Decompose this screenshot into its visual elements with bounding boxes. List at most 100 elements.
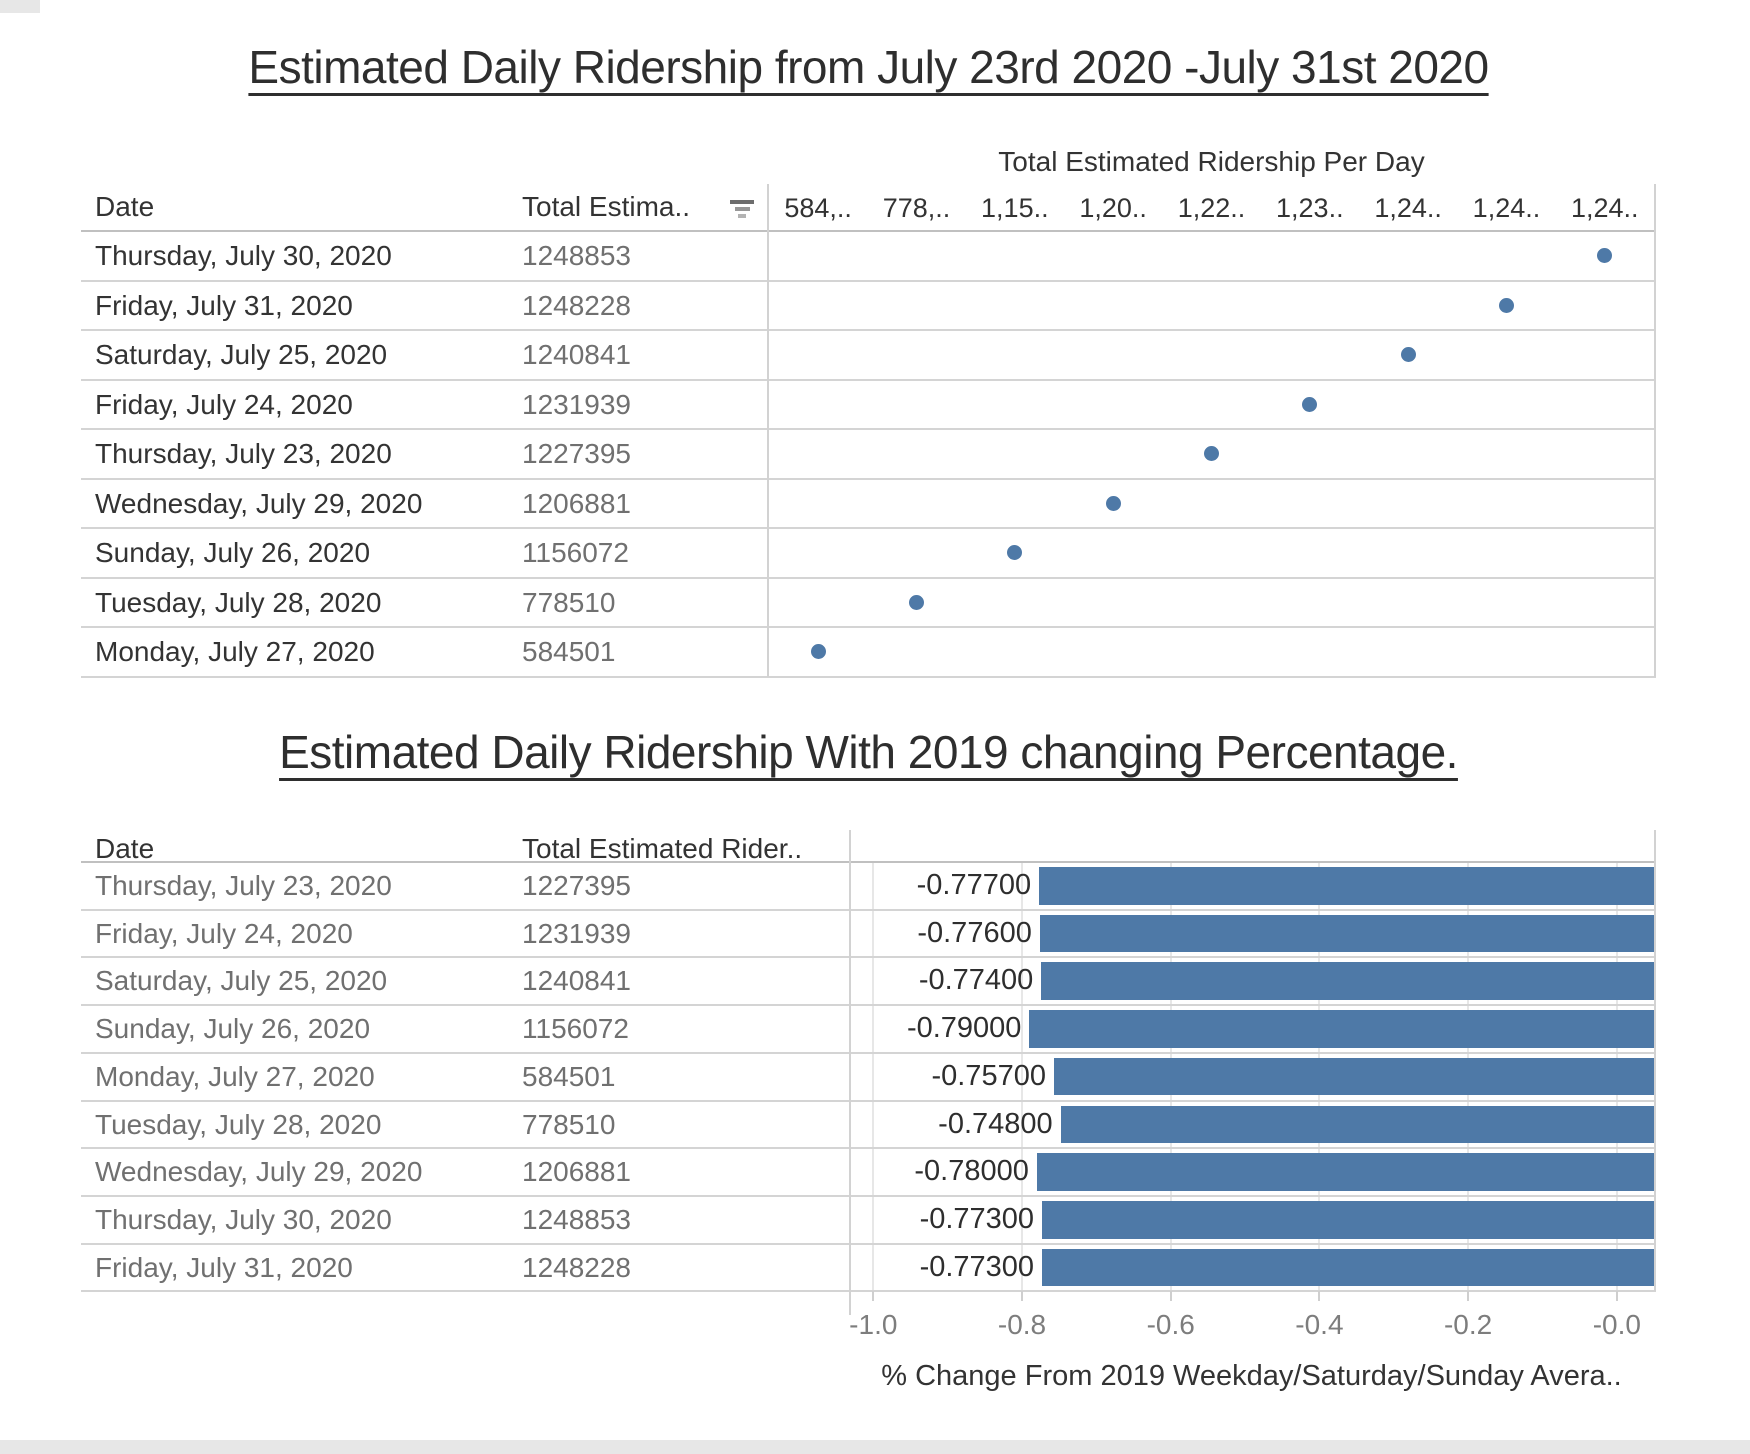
chart2-title: Estimated Daily Ridership With 2019 chan… bbox=[279, 726, 1458, 778]
row-date: Monday, July 27, 2020 bbox=[95, 636, 375, 667]
row-total-value: 584501 bbox=[522, 636, 616, 667]
table-row: Sunday, July 26, 2020 1156072 bbox=[81, 528, 1656, 578]
sort-bar-medium bbox=[734, 207, 750, 211]
row-date: Friday, July 31, 2020 bbox=[95, 289, 353, 321]
table-row: Friday, July 31, 2020 1248228 -0.77300 bbox=[81, 1244, 1656, 1292]
ridership-dot-mark[interactable] bbox=[1105, 495, 1121, 511]
pct-change-bar-mark[interactable] bbox=[1042, 1248, 1654, 1287]
row-separator bbox=[81, 675, 1656, 678]
row-date: Thursday, July 30, 2020 bbox=[95, 1203, 392, 1235]
bucket-axis-label: 1,23.. bbox=[1276, 193, 1344, 223]
row-total-value: 1206881 bbox=[522, 1156, 632, 1188]
row-separator bbox=[81, 1004, 1656, 1007]
header-separator bbox=[81, 861, 1656, 863]
pct-change-value-label: -0.77700 bbox=[916, 869, 1032, 901]
pct-change-bar-mark[interactable] bbox=[1039, 914, 1654, 953]
row-date: Friday, July 24, 2020 bbox=[95, 917, 353, 949]
pct-change-value-label: -0.74800 bbox=[938, 1107, 1053, 1140]
x-axis-tick-label: -0.4 bbox=[1295, 1309, 1344, 1341]
table-row: Friday, July 24, 2020 1231939 bbox=[81, 380, 1656, 430]
row-total-value: 1231939 bbox=[522, 388, 632, 420]
row-separator bbox=[81, 1099, 1656, 1102]
row-total-value: 1231939 bbox=[522, 917, 632, 949]
table-row: Saturday, July 25, 2020 1240841 -0.77400 bbox=[81, 957, 1656, 1005]
ridership-dot-mark[interactable] bbox=[1400, 347, 1416, 363]
chart1-total-column-header[interactable]: Total Estima.. bbox=[522, 191, 691, 222]
table-row: Sunday, July 26, 2020 1156072 -0.79000 bbox=[81, 1005, 1656, 1053]
row-separator bbox=[81, 1147, 1656, 1150]
table-row: Monday, July 27, 2020 584501 -0.75700 bbox=[81, 1053, 1656, 1101]
row-separator bbox=[81, 956, 1656, 959]
pct-change-bar-mark[interactable] bbox=[1039, 867, 1654, 905]
bottom-window-strip bbox=[0, 1440, 1750, 1454]
pct-change-value-label: -0.77300 bbox=[919, 1202, 1035, 1235]
pct-change-value-label: -0.77400 bbox=[918, 964, 1034, 997]
column-separator bbox=[767, 184, 769, 677]
chart2-date-column-header[interactable]: Date bbox=[95, 833, 155, 864]
row-separator bbox=[81, 279, 1656, 282]
row-separator bbox=[81, 908, 1656, 911]
table-row: Thursday, July 23, 2020 1227395 bbox=[81, 429, 1656, 479]
ridership-dot-mark[interactable] bbox=[1597, 248, 1613, 264]
row-date: Wednesday, July 29, 2020 bbox=[95, 487, 423, 519]
pct-change-bar-mark[interactable] bbox=[1029, 1010, 1654, 1048]
table-row: Friday, July 31, 2020 1248228 bbox=[81, 281, 1656, 331]
x-axis-tick-label: -0.6 bbox=[1146, 1309, 1195, 1341]
x-axis-tick-label: -0.8 bbox=[997, 1309, 1047, 1341]
row-separator bbox=[81, 1242, 1656, 1245]
sort-descending-icon[interactable] bbox=[728, 194, 756, 224]
chart2-total-column-header[interactable]: Total Estimated Rider.. bbox=[522, 833, 803, 864]
pct-change-bar-mark[interactable] bbox=[1036, 1153, 1654, 1191]
x-axis-tick-label: -0.0 bbox=[1592, 1309, 1641, 1341]
x-axis-tick bbox=[1169, 1291, 1172, 1302]
row-date: Friday, July 31, 2020 bbox=[95, 1251, 353, 1283]
row-date: Saturday, July 25, 2020 bbox=[95, 339, 388, 370]
row-separator bbox=[81, 576, 1656, 579]
table-row: Tuesday, July 28, 2020 778510 -0.74800 bbox=[81, 1101, 1656, 1149]
row-separator bbox=[81, 1194, 1656, 1197]
ridership-dot-mark[interactable] bbox=[810, 644, 826, 660]
x-axis-tick bbox=[1615, 1291, 1618, 1302]
pct-change-value-label: -0.77600 bbox=[917, 916, 1032, 949]
row-date: Sunday, July 26, 2020 bbox=[95, 1013, 371, 1045]
row-separator bbox=[81, 1290, 1656, 1293]
row-total-value: 1248853 bbox=[522, 1203, 632, 1235]
pct-change-bar-mark[interactable] bbox=[1053, 1057, 1654, 1096]
row-total-value: 1156072 bbox=[522, 1013, 629, 1045]
ridership-dot-mark[interactable] bbox=[1499, 297, 1514, 313]
ridership-dot-mark[interactable] bbox=[1302, 396, 1318, 412]
pct-change-bar-mark[interactable] bbox=[1060, 1105, 1654, 1144]
table-row: Friday, July 24, 2020 1231939 -0.77600 bbox=[81, 910, 1656, 958]
ridership-dot-mark[interactable] bbox=[1007, 545, 1023, 561]
column-separator bbox=[849, 830, 851, 1316]
row-separator bbox=[81, 1051, 1656, 1054]
x-gridline bbox=[1021, 862, 1023, 1292]
row-date: Sunday, July 26, 2020 bbox=[95, 537, 371, 568]
row-separator bbox=[81, 329, 1656, 331]
pct-change-bar-mark[interactable] bbox=[1041, 962, 1654, 1001]
pct-change-value-label: -0.77300 bbox=[919, 1250, 1035, 1283]
row-total-value: 778510 bbox=[522, 1108, 616, 1140]
ridership-dot-mark[interactable] bbox=[909, 594, 924, 610]
row-total-value: 1206881 bbox=[522, 487, 632, 519]
x-axis-tick bbox=[1467, 1291, 1470, 1302]
chart1-bucket-axis: 584,.. 778,.. 1,15.. 1,20.. 1,22.. 1,23.. 1,24… bbox=[769, 193, 1654, 224]
bucket-axis-label: 1,20.. bbox=[1079, 193, 1147, 223]
chart1-date-column-header[interactable]: Date bbox=[95, 191, 155, 222]
table-row: Thursday, July 30, 2020 1248853 -0.77300 bbox=[81, 1196, 1656, 1244]
header-separator bbox=[81, 230, 1656, 232]
bucket-axis-label: 584,.. bbox=[784, 193, 852, 223]
x-axis-tick bbox=[1318, 1291, 1321, 1302]
row-separator bbox=[81, 477, 1656, 480]
row-date: Thursday, July 23, 2020 bbox=[95, 438, 392, 469]
table-row: Wednesday, July 29, 2020 1206881 -0.78000 bbox=[81, 1148, 1656, 1196]
bucket-axis-label: 778,.. bbox=[882, 193, 951, 223]
row-separator bbox=[81, 428, 1656, 430]
row-total-value: 1248228 bbox=[522, 1251, 632, 1283]
ridership-dot-mark[interactable] bbox=[1204, 446, 1219, 462]
pct-change-bar-mark[interactable] bbox=[1042, 1200, 1654, 1239]
row-date: Saturday, July 25, 2020 bbox=[95, 965, 388, 997]
bucket-axis-label: 1,24.. bbox=[1472, 193, 1541, 223]
pct-change-value-label: -0.78000 bbox=[914, 1155, 1029, 1188]
